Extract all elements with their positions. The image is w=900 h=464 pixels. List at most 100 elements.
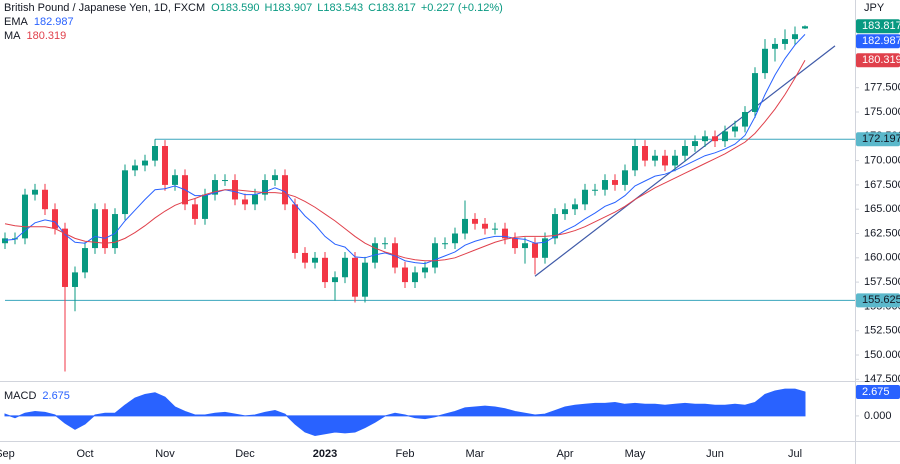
candle-body bbox=[742, 111, 748, 127]
y-tick-label: 170.000 bbox=[864, 154, 900, 166]
macd-y-tick-label: 0.000 bbox=[864, 410, 892, 422]
y-tick-label: 147.500 bbox=[864, 373, 900, 385]
candle-body bbox=[342, 257, 348, 278]
candle-body bbox=[382, 243, 388, 245]
y-tick-label: 150.000 bbox=[864, 349, 900, 361]
y-tick-label: 160.000 bbox=[864, 252, 900, 264]
macd-name: MACD bbox=[4, 390, 36, 402]
plot bbox=[2, 25, 855, 437]
candle-body bbox=[72, 272, 78, 287]
candle-body bbox=[672, 155, 678, 166]
macd-label-box bbox=[856, 385, 900, 400]
price-label: 183.817 bbox=[862, 20, 900, 32]
candle-body bbox=[752, 73, 758, 112]
candle-body bbox=[642, 146, 648, 161]
candle-body bbox=[42, 189, 48, 210]
candle-body bbox=[452, 233, 458, 244]
candle-body bbox=[312, 257, 318, 263]
candle-body bbox=[732, 126, 738, 132]
candle-body bbox=[62, 228, 68, 287]
candle-body bbox=[22, 194, 28, 239]
indicator-line bbox=[4, 34, 806, 265]
x-tick-label: Apr bbox=[556, 448, 573, 460]
candle-body bbox=[242, 199, 248, 205]
candle-body bbox=[762, 48, 768, 74]
x-tick-label: Jul bbox=[788, 448, 802, 460]
x-tick-label: Dec bbox=[235, 448, 255, 460]
macd-value: 2.675 bbox=[42, 390, 70, 402]
candle-body bbox=[352, 257, 358, 297]
y-tick-label: 157.500 bbox=[864, 276, 900, 288]
candle-body bbox=[212, 180, 218, 195]
candle-body bbox=[32, 189, 38, 195]
candle-body bbox=[512, 238, 518, 249]
candle-body bbox=[492, 228, 498, 230]
candle-body bbox=[172, 175, 178, 185]
indicator-line bbox=[4, 60, 806, 262]
candle-body bbox=[372, 243, 378, 263]
candle-body bbox=[52, 209, 58, 229]
indicator-name: MA bbox=[4, 30, 21, 42]
candle-body bbox=[132, 165, 138, 171]
ohlc-value: H183.907 bbox=[265, 2, 313, 14]
price-label-box bbox=[856, 34, 900, 49]
candle-body bbox=[362, 262, 368, 297]
candle-body bbox=[562, 209, 568, 215]
indicator-name: EMA bbox=[4, 16, 29, 28]
candle-body bbox=[652, 155, 658, 161]
candle-body bbox=[282, 175, 288, 205]
candle-body bbox=[82, 248, 88, 273]
price-label-box bbox=[856, 19, 900, 34]
indicator-value: 182.987 bbox=[34, 16, 74, 28]
candle-body bbox=[152, 146, 158, 161]
candle-body bbox=[802, 26, 808, 29]
candle-body bbox=[462, 218, 468, 234]
candle-body bbox=[532, 243, 538, 258]
candle-body bbox=[772, 43, 778, 49]
candle-body bbox=[122, 170, 128, 215]
x-tick-label: Jun bbox=[706, 448, 724, 460]
candle-body bbox=[702, 136, 708, 142]
price-label: 182.987 bbox=[862, 35, 900, 47]
price-label: 155.625 bbox=[862, 294, 900, 306]
ohlc-value: C183.817 bbox=[368, 2, 416, 14]
candle-body bbox=[332, 277, 338, 283]
candle-body bbox=[572, 204, 578, 210]
candle-body bbox=[582, 189, 588, 205]
candle-body bbox=[272, 175, 278, 181]
y-tick-label: 177.500 bbox=[864, 82, 900, 94]
candle-body bbox=[412, 272, 418, 283]
candle-body bbox=[92, 209, 98, 249]
ohlc-value: +0.227 (+0.12%) bbox=[421, 2, 503, 14]
candle-body bbox=[552, 214, 558, 239]
candle-body bbox=[792, 34, 798, 40]
candle-body bbox=[292, 204, 298, 253]
price-label-box bbox=[856, 53, 900, 68]
candle-body bbox=[662, 155, 668, 166]
candle-body bbox=[522, 243, 528, 249]
candle-body bbox=[602, 180, 608, 190]
indicator-value: 180.319 bbox=[27, 30, 67, 42]
candle-body bbox=[162, 146, 168, 185]
candle-body bbox=[722, 131, 728, 142]
candle-body bbox=[682, 146, 688, 156]
candle-body bbox=[632, 146, 638, 171]
candle-body bbox=[712, 136, 718, 142]
candle-body bbox=[192, 204, 198, 219]
x-tick-label: May bbox=[625, 448, 646, 460]
price-label-box bbox=[856, 132, 900, 147]
price-label: 172.197 bbox=[862, 133, 900, 145]
candle-body bbox=[692, 141, 698, 147]
candle-body bbox=[252, 194, 258, 205]
candle-body bbox=[502, 228, 508, 239]
macd-price-label: 2.675 bbox=[862, 386, 890, 398]
y-tick-label: 152.500 bbox=[864, 325, 900, 337]
macd-area bbox=[4, 388, 806, 437]
candle-body bbox=[592, 189, 598, 191]
y-tick-label: 167.500 bbox=[864, 179, 900, 191]
y-tick-label: 175.000 bbox=[864, 106, 900, 118]
